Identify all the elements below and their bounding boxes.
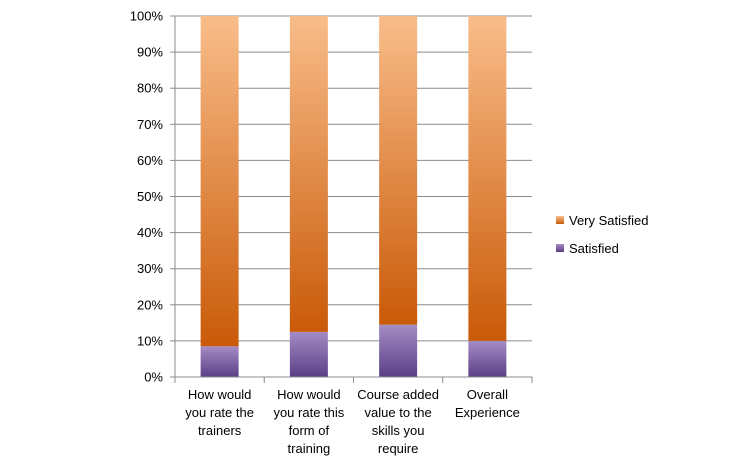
- legend-swatch-very-satisfied: [556, 216, 564, 224]
- legend-swatch-satisfied: [556, 244, 564, 252]
- x-category-label: How would you rate the trainers: [185, 387, 254, 438]
- bar-satisfied: [468, 340, 507, 377]
- x-axis-category-labels: How would you rate the trainers How would yo…: [185, 387, 520, 456]
- y-tick-label: 10%: [137, 333, 163, 348]
- y-tick-label: 40%: [137, 225, 163, 240]
- x-category-label: How would you rate this form of training: [273, 387, 344, 456]
- bar-satisfied: [289, 331, 328, 377]
- legend: Very Satisfied Satisfied: [556, 213, 649, 256]
- axes: [170, 15, 533, 383]
- y-tick-label: 70%: [137, 117, 163, 132]
- y-tick-label: 80%: [137, 81, 163, 96]
- bar-satisfied: [379, 324, 418, 377]
- y-tick-label: 30%: [137, 261, 163, 276]
- y-tick-label: 20%: [137, 297, 163, 312]
- legend-label-very-satisfied: Very Satisfied: [569, 213, 649, 228]
- bar-very-satisfied: [289, 16, 328, 332]
- y-tick-label: 50%: [137, 189, 163, 204]
- x-category-label: Course added value to the skills you requir…: [357, 387, 439, 456]
- bar-very-satisfied: [379, 16, 418, 325]
- y-tick-label: 100%: [130, 9, 164, 24]
- bar-satisfied: [200, 346, 239, 377]
- y-tick-label: 60%: [137, 153, 163, 168]
- x-category-label: Overall Experience: [455, 387, 520, 420]
- y-tick-label: 90%: [137, 45, 163, 60]
- bar-very-satisfied: [200, 16, 239, 347]
- bars: [200, 16, 507, 377]
- legend-label-satisfied: Satisfied: [569, 241, 619, 256]
- bar-very-satisfied: [468, 16, 507, 341]
- y-tick-label: 0%: [144, 370, 163, 385]
- y-axis-tick-labels: 0% 10% 20% 30% 40% 50% 60% 70% 80% 90% 100%: [130, 9, 164, 385]
